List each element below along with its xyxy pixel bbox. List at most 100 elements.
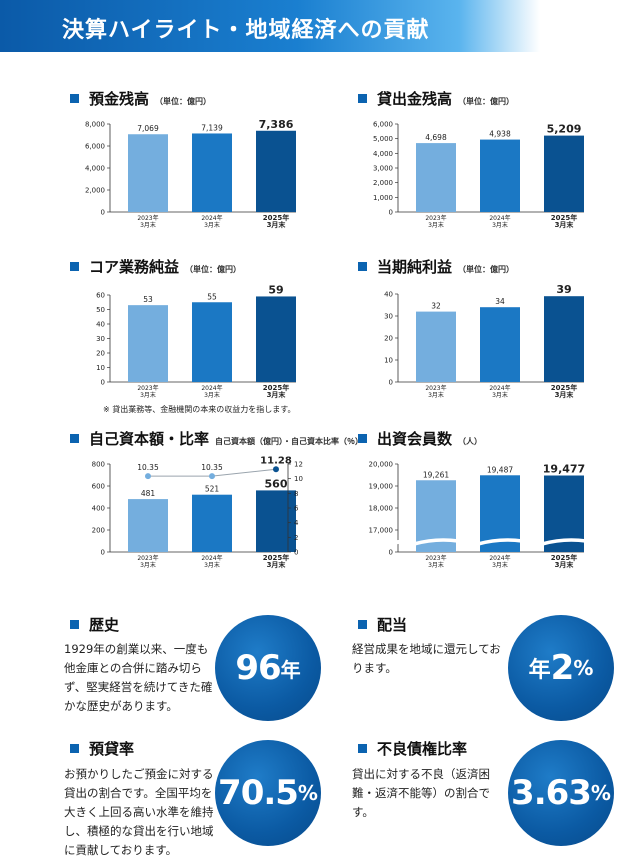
category-label: 2023年 xyxy=(137,384,158,392)
ldr-suffix: % xyxy=(297,781,318,805)
section-deposits: 預金残高 （単位：億円） xyxy=(70,88,211,109)
category-label: 2025年 xyxy=(263,383,289,392)
core-footnote: ※ 貸出業務等、金融機関の本来の収益力を指します。 xyxy=(103,405,296,414)
section-title: 当期純利益 xyxy=(377,258,453,276)
page-title: 決算ハイライト・地域経済への貢献 xyxy=(62,18,430,43)
category-label: 3月末 xyxy=(267,390,287,399)
category-label: 2023年 xyxy=(137,214,158,222)
y2-tick-label: 8 xyxy=(294,490,298,498)
dividend-prefix: 年 xyxy=(528,658,551,683)
section-capital: 自己資本額・比率 自己資本額（億円）・自己資本比率（％） xyxy=(70,428,363,449)
y-tick-label: 4,000 xyxy=(373,150,393,158)
bar-value-label: 19,487 xyxy=(487,465,513,474)
y-tick-label: 6,000 xyxy=(85,143,105,151)
bar-value-label: 39 xyxy=(556,283,571,296)
bar xyxy=(480,139,520,212)
category-label: 3月末 xyxy=(267,220,287,229)
y-tick-label: 0 xyxy=(389,379,393,387)
bar-value-label: 5,209 xyxy=(547,123,582,136)
section-members: 出資会員数 （人） xyxy=(358,428,482,449)
category-label: 2023年 xyxy=(137,554,158,562)
category-label: 2023年 xyxy=(425,384,446,392)
dividend-badge: 年 2% xyxy=(508,615,614,721)
bar-value-label: 4,938 xyxy=(489,130,511,139)
bar xyxy=(192,133,232,212)
category-label: 2025年 xyxy=(551,213,577,222)
bar xyxy=(544,135,584,212)
y-tick-label: 30 xyxy=(96,335,105,343)
section-title: 配当 xyxy=(377,616,408,634)
y2-tick-label: 0 xyxy=(294,549,298,557)
bar-value-label: 32 xyxy=(431,302,441,311)
section-title: 預貸率 xyxy=(89,740,135,758)
npl-suffix: % xyxy=(590,781,611,805)
y-tick-label: 0 xyxy=(101,209,105,217)
section-title: コア業務純益 xyxy=(89,258,180,276)
y-tick-label: 0 xyxy=(101,379,105,387)
bar xyxy=(128,305,168,382)
bar xyxy=(128,134,168,212)
bar xyxy=(256,490,296,552)
dividend-text: 経営成果を地域に還元しております。 xyxy=(352,642,501,675)
y2-tick-label: 6 xyxy=(294,505,299,513)
section-title: 不良債権比率 xyxy=(377,740,468,758)
section-marker-icon xyxy=(70,744,79,753)
section-marker-icon xyxy=(358,262,367,271)
ratio-value-label: 11.28 xyxy=(260,455,292,466)
category-label: 2024年 xyxy=(489,214,510,222)
category-label: 3月末 xyxy=(428,561,444,569)
y-tick-label: 3,000 xyxy=(373,165,393,173)
bar xyxy=(256,296,296,382)
header-banner: 決算ハイライト・地域経済への貢献 xyxy=(0,0,540,52)
section-netincome: 当期純利益 （単位：億円） xyxy=(358,256,514,277)
bar-value-label: 7,069 xyxy=(137,124,159,133)
section-unit: （単位：億円） xyxy=(458,265,515,274)
y2-tick-label: 10 xyxy=(294,475,303,483)
bar xyxy=(544,296,584,382)
y-tick-label: 10 xyxy=(384,357,393,365)
y-tick-label: 5,000 xyxy=(373,135,393,143)
y2-tick-label: 2 xyxy=(294,534,298,542)
history-value: 96 xyxy=(235,648,281,688)
category-label: 3月末 xyxy=(555,220,575,229)
section-loans: 貸出金残高 （単位：億円） xyxy=(358,88,514,109)
section-marker-icon xyxy=(70,434,79,443)
y-tick-label: 2,000 xyxy=(85,187,105,195)
dividend-suffix: % xyxy=(573,656,594,680)
y-tick-label: 10 xyxy=(96,364,105,372)
npl-text: 貸出に対する不良（返済困難・返済不能等）の割合です。 xyxy=(352,767,490,819)
category-label: 3月末 xyxy=(140,221,156,229)
y-tick-label: 0 xyxy=(389,549,393,557)
y-tick-label: 19,000 xyxy=(369,483,394,491)
category-label: 3月末 xyxy=(428,391,444,399)
y-tick-label: 0 xyxy=(101,549,105,557)
y-tick-label: 4,000 xyxy=(85,165,105,173)
category-label: 3月末 xyxy=(140,561,156,569)
history-suffix: 年 xyxy=(280,657,301,682)
category-label: 3月末 xyxy=(204,221,220,229)
section-title: 出資会員数 xyxy=(377,430,453,448)
bar-value-label: 7,139 xyxy=(201,123,223,132)
bar-value-label: 7,386 xyxy=(259,118,294,131)
section-history: 歴史 xyxy=(70,614,119,635)
category-label: 3月末 xyxy=(428,221,444,229)
category-label: 2025年 xyxy=(263,553,289,562)
y-tick-label: 1,000 xyxy=(373,194,393,202)
section-title: 自己資本額・比率 xyxy=(89,430,210,448)
bar-value-label: 19,261 xyxy=(423,470,449,479)
y-tick-label: 18,000 xyxy=(369,505,394,513)
category-label: 3月末 xyxy=(204,561,220,569)
y-tick-label: 17,000 xyxy=(369,527,394,535)
bar xyxy=(256,130,296,212)
y-tick-label: 50 xyxy=(96,306,105,314)
category-label: 2023年 xyxy=(425,214,446,222)
y2-tick-label: 4 xyxy=(294,519,299,527)
category-label: 2024年 xyxy=(489,384,510,392)
section-core: コア業務純益 （単位：億円） xyxy=(70,256,241,277)
section-unit: （単位：億円） xyxy=(185,265,242,274)
section-marker-icon xyxy=(358,434,367,443)
bar-value-label: 59 xyxy=(268,283,283,296)
